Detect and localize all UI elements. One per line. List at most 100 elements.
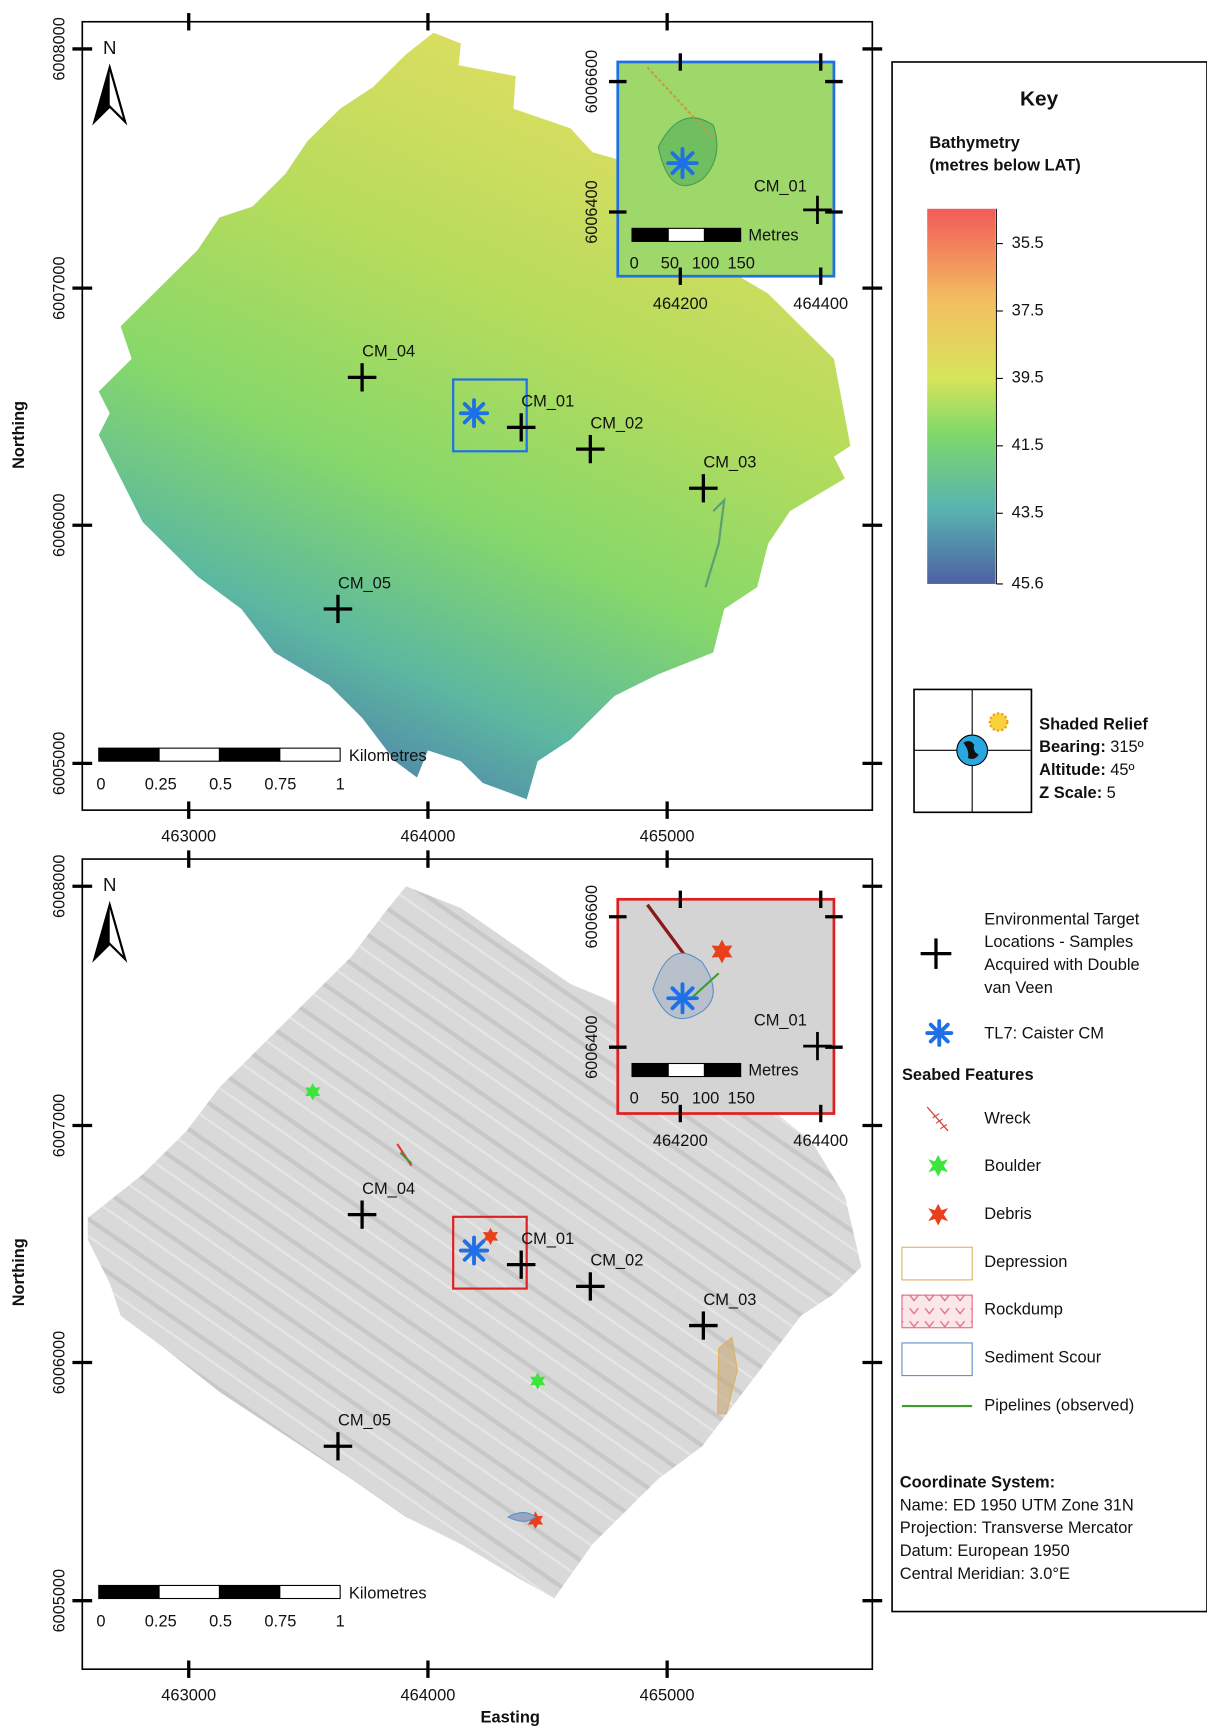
tl7-symbol [925, 1019, 954, 1047]
relief-row: Altitude: 45º [1039, 761, 1134, 779]
asterisk-spoke [462, 402, 486, 425]
colorbar-label: 37.5 [1012, 301, 1044, 319]
inset-scale-label: 0 [630, 255, 639, 273]
seabed-symbols [901, 1106, 973, 1408]
x-tick-label: 463000 [161, 1687, 216, 1705]
scale-label: 0.5 [209, 1613, 232, 1631]
seabed-label: Pipelines (observed) [984, 1396, 1134, 1414]
map-panel: N 6008000 6007000 6006000 6005000 463000 46400… [10, 850, 883, 1726]
debris [482, 1227, 499, 1246]
y-axis-title: Northing [10, 1238, 28, 1306]
inset-y-tick-label: 6006600 [583, 885, 601, 948]
asterisk-spoke [462, 1239, 486, 1262]
target-label: CM_05 [338, 574, 391, 592]
inset-relief [657, 117, 718, 187]
scale-segment [158, 1584, 221, 1600]
coordinate-system-title: Coordinate System: [900, 1474, 1055, 1492]
asterisk-spoke [670, 151, 695, 176]
target-legend-line: Locations - Samples [984, 933, 1133, 951]
bathymetry-title: Bathymetry [929, 134, 1020, 152]
y-tick-label: 6006000 [51, 1331, 69, 1394]
seabed-label: Boulder [984, 1157, 1041, 1175]
inset-x-tick-label: 464200 [653, 1132, 708, 1150]
pipeline [399, 1151, 413, 1165]
target-label: CM_05 [338, 1412, 391, 1430]
inset-pipeline [690, 972, 720, 1000]
scale-label: 1 [336, 1613, 345, 1631]
boulder [530, 1372, 546, 1390]
colorbar-label: 41.5 [1012, 436, 1044, 454]
inset-scale-label: 150 [727, 1090, 754, 1108]
shaded-relief-icon [913, 688, 1033, 814]
scale-segment [158, 747, 221, 762]
inset-x-tick-label: 464400 [793, 1132, 848, 1150]
colorbar-label: 45.6 [1012, 574, 1044, 592]
target-legend-line: Acquired with Double [984, 956, 1139, 974]
inset-scale-label: 150 [727, 255, 754, 273]
target-label: CM_02 [590, 1252, 643, 1270]
relief-row-value: 315º [1110, 739, 1143, 757]
sediment-scour [506, 1512, 537, 1522]
y-tick-label: 6006000 [51, 493, 69, 556]
inset-scale-unit: Metres [748, 1061, 798, 1079]
x-tick-label: 464000 [400, 828, 455, 846]
relief-row-label: Altitude: [1039, 761, 1106, 779]
target-label: CM_04 [362, 343, 415, 361]
inset-scale-segment [631, 227, 669, 242]
north-arrow-half [94, 904, 110, 960]
relief-row-label: Bearing: [1039, 739, 1106, 757]
scale-label: 0.5 [209, 775, 232, 793]
debris [527, 1511, 544, 1529]
colorbar-label: 39.5 [1012, 369, 1044, 387]
maps: N 6008000 6007000 6006000 6005000 463000 46400… [10, 13, 883, 1726]
relief-row: Z Scale: 5 [1039, 784, 1116, 802]
x-tick-label: 464000 [400, 1687, 455, 1705]
scale-segment [279, 1584, 341, 1600]
coordinate-line: Central Meridian: 3.0°E [900, 1565, 1070, 1583]
north-label: N [103, 874, 116, 895]
inset-scale-segment [667, 227, 705, 242]
key-title: Key [1020, 88, 1059, 111]
target-symbol [920, 938, 952, 969]
target-legend-line: Environmental Target [984, 910, 1140, 928]
relief-row-value: 5 [1107, 784, 1116, 802]
colorbar-label: 35.5 [1012, 234, 1044, 252]
x-tick-label: 463000 [161, 828, 216, 846]
target-label: CM_03 [703, 454, 756, 472]
target-label: CM_01 [521, 393, 574, 411]
y-tick-label: 6007000 [51, 256, 69, 319]
inset-scale-label: 50 [661, 255, 679, 273]
inset-target-label: CM_01 [754, 1011, 807, 1029]
y-axis-title: Northing [10, 401, 28, 469]
scale-label: 0 [96, 775, 105, 793]
asterisk-spoke [928, 1022, 950, 1044]
coordinate-system-lines: Name: ED 1950 UTM Zone 31N Projection: Tr… [900, 1496, 1134, 1582]
y-tick-label: 6008000 [51, 17, 69, 80]
inset-extent [452, 378, 528, 453]
inset-scale-label: 50 [661, 1090, 679, 1108]
debris [711, 939, 733, 964]
coordinate-line: Name: ED 1950 UTM Zone 31N [900, 1496, 1134, 1514]
target-legend-label: Environmental Target Locations - Samples A… [984, 910, 1140, 996]
bathymetry-title: (metres below LAT) [929, 157, 1080, 175]
inset-frame [616, 897, 836, 1115]
inset-scale-unit: Metres [748, 226, 798, 244]
tl7-label: TL7: Caister CM [984, 1025, 1104, 1043]
colorbar [927, 208, 996, 584]
asterisk-spoke [670, 986, 695, 1011]
inset-scale-segment [631, 1062, 669, 1078]
colorbar-ticks: 35.5 37.5 39.5 41.5 43.5 45.6 [995, 208, 1044, 592]
inset-target-label: CM_01 [754, 177, 807, 195]
map-panel: N 6008000 6007000 6006000 6005000 463000 46400… [10, 13, 883, 846]
x-tick-label: 465000 [640, 1687, 695, 1705]
inset-extent [452, 1215, 528, 1290]
scale-label: 0.25 [145, 775, 177, 793]
scale-segment [218, 1584, 281, 1600]
scale-label: 1 [336, 775, 345, 793]
y-tick-label: 6005000 [51, 732, 69, 795]
y-tick-label: 6007000 [51, 1094, 69, 1157]
north-arrow-half [94, 67, 110, 122]
scale-segment [218, 747, 281, 762]
